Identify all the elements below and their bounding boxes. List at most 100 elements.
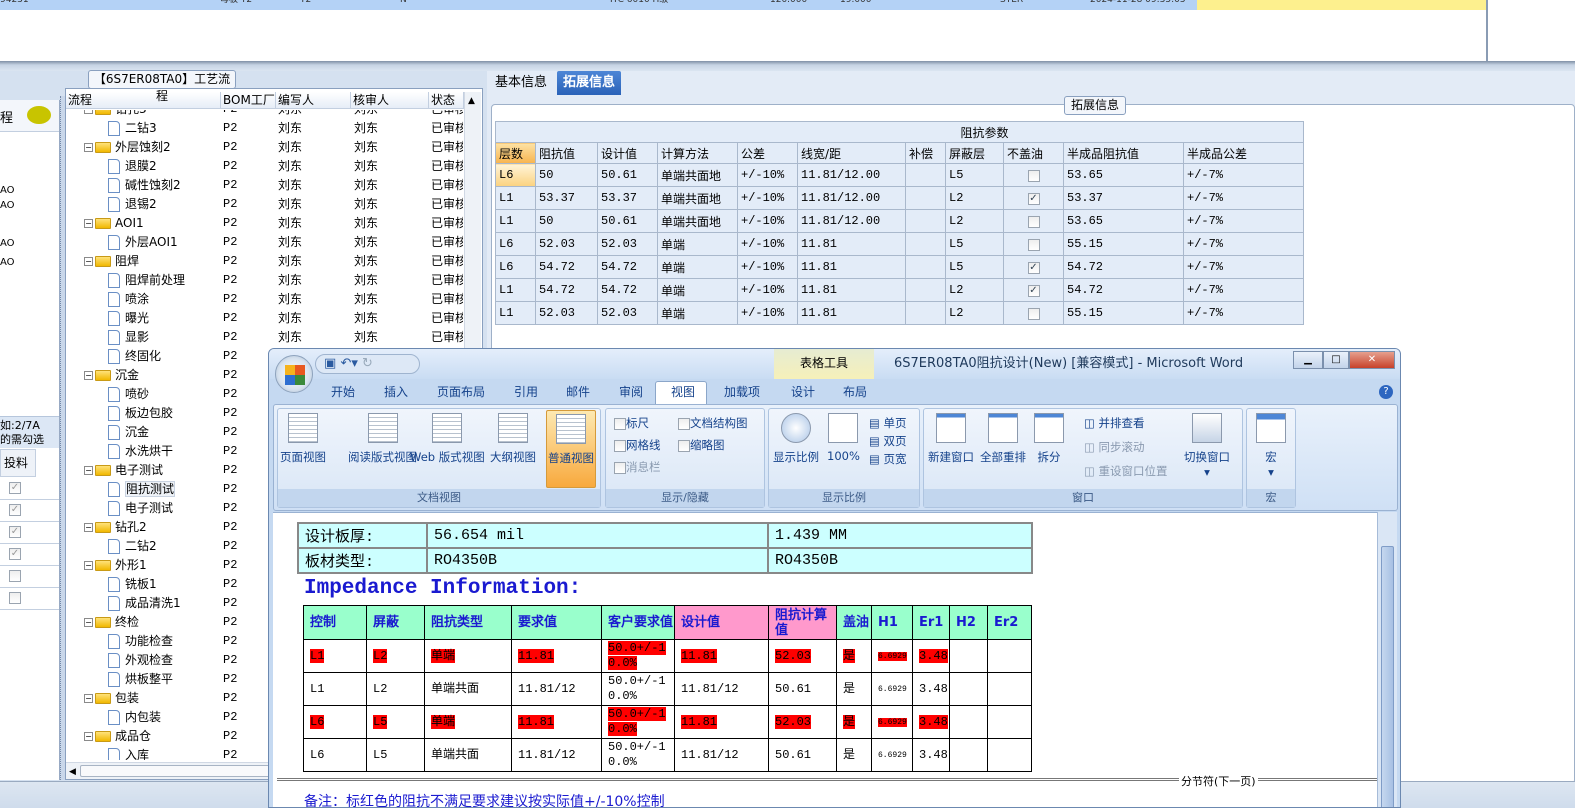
- no-soldermask-checkbox[interactable]: ✓: [1027, 261, 1040, 274]
- no-soldermask-checkbox[interactable]: ✓: [1027, 284, 1040, 297]
- tree-node[interactable]: 烘板整平: [108, 670, 248, 689]
- tree-node[interactable]: 曝光: [108, 309, 248, 328]
- view-button[interactable]: 阅读版式视图: [348, 413, 417, 465]
- table-cell[interactable]: ✓: [1003, 278, 1064, 302]
- tree-row[interactable]: − 成品仓 P2: [66, 727, 466, 746]
- checkbox[interactable]: [678, 439, 690, 452]
- tree-row[interactable]: 阻抗测试 P2: [66, 480, 466, 499]
- help-icon[interactable]: ?: [1379, 385, 1393, 399]
- tree-row[interactable]: 沉金 P2: [66, 423, 466, 442]
- column-header[interactable]: 不盖油: [1003, 142, 1064, 164]
- tree-node[interactable]: 阻抗测试: [108, 480, 248, 499]
- tree-row[interactable]: 二钻2 P2: [66, 537, 466, 556]
- tree-node[interactable]: 终固化: [108, 347, 248, 366]
- checkbox[interactable]: [614, 417, 626, 430]
- tree-node[interactable]: 铣板1: [108, 575, 248, 594]
- left-list-item[interactable]: AO: [0, 185, 15, 196]
- column-header[interactable]: 状态: [429, 92, 464, 109]
- undo-icon[interactable]: ↶▾: [340, 356, 358, 371]
- collapse-icon[interactable]: −: [84, 523, 93, 532]
- feed-checkbox[interactable]: [9, 592, 21, 604]
- tree-node[interactable]: 内包装: [108, 708, 248, 727]
- close-button[interactable]: ✕: [1349, 351, 1395, 369]
- tree-node[interactable]: − 电子测试: [84, 461, 224, 480]
- tree-row[interactable]: − AOI1 P2 刘东 刘东 已审核: [66, 214, 466, 233]
- column-header[interactable]: 公差: [737, 142, 798, 164]
- table-cell[interactable]: ✓: [1003, 255, 1064, 279]
- column-header[interactable]: 编写人: [276, 92, 351, 109]
- one-page-button[interactable]: ▤ 单页: [869, 416, 907, 430]
- tree-row[interactable]: − 钻孔2 P2: [66, 518, 466, 537]
- tree-node[interactable]: − 阻焊: [84, 252, 224, 271]
- tree-node[interactable]: 功能检查: [108, 632, 248, 651]
- view-button[interactable]: 页面视图: [280, 413, 326, 465]
- tree-node[interactable]: 水洗烘干: [108, 442, 248, 461]
- no-soldermask-checkbox[interactable]: [1027, 215, 1040, 228]
- column-header[interactable]: 计算方法: [657, 142, 738, 164]
- tree-row[interactable]: 喷涂 P2 刘东 刘东 已审核: [66, 290, 466, 309]
- tree-row[interactable]: 阻焊前处理 P2 刘东 刘东 已审核: [66, 271, 466, 290]
- side-by-side-button[interactable]: ◫ 并排查看: [1084, 416, 1145, 430]
- collapse-icon[interactable]: −: [84, 732, 93, 741]
- horizontal-splitter[interactable]: [0, 61, 1575, 71]
- tree-node[interactable]: 碱性蚀刻2: [108, 176, 248, 195]
- column-header[interactable]: BOM工厂: [221, 92, 276, 109]
- tab-extended-info[interactable]: 拓展信息: [557, 71, 622, 95]
- no-soldermask-checkbox[interactable]: [1027, 238, 1040, 251]
- left-list-item[interactable]: AO: [0, 200, 15, 211]
- tree-row[interactable]: 入库 P2: [66, 746, 466, 760]
- tree-row[interactable]: 外观检查 P2: [66, 651, 466, 670]
- view-button[interactable]: Web 版式视图: [410, 413, 485, 465]
- table-row[interactable]: L1 54.72 54.72 单端 +/-10% 11.81 L2 ✓ 54.72 +/-7%: [495, 278, 1304, 302]
- switch-window-button[interactable]: 切换窗口 ▾: [1184, 413, 1230, 479]
- tab-basic-info[interactable]: 基本信息: [495, 75, 548, 90]
- tree-row[interactable]: − 外形1 P2: [66, 556, 466, 575]
- macro-button[interactable]: 宏 ▾: [1256, 413, 1286, 479]
- two-pages-button[interactable]: ▤ 双页: [869, 434, 907, 448]
- table-row[interactable]: L1 50 50.61 单端共面地 +/-10% 11.81/12.00 L2 53.65 +/…: [495, 209, 1304, 233]
- reset-position-button[interactable]: ◫ 重设窗口位置: [1084, 464, 1168, 478]
- tree-row[interactable]: − 终检 P2: [66, 613, 466, 632]
- ribbon-tab[interactable]: 插入: [384, 385, 409, 399]
- tree-row[interactable]: − 沉金 P2: [66, 366, 466, 385]
- save-icon[interactable]: ▣: [324, 356, 337, 371]
- tree-row[interactable]: − 电子测试 P2: [66, 461, 466, 480]
- ribbon-tab[interactable]: 视图: [671, 385, 696, 399]
- column-header-feed[interactable]: 投料: [0, 449, 36, 477]
- table-cell[interactable]: [1003, 232, 1064, 256]
- tree-row[interactable]: 烘板整平 P2: [66, 670, 466, 689]
- checkbox[interactable]: [678, 417, 690, 430]
- office-button[interactable]: [275, 355, 313, 393]
- ribbon-tab[interactable]: 布局: [843, 385, 868, 399]
- sync-scroll-button[interactable]: ◫ 同步滚动: [1084, 440, 1145, 454]
- tree-row[interactable]: 退膜2 P2 刘东 刘东 已审核: [66, 157, 466, 176]
- maximize-button[interactable]: □: [1323, 351, 1349, 369]
- ribbon-tab[interactable]: 页面布局: [437, 385, 486, 399]
- tree-row[interactable]: − 外层蚀刻2 P2 刘东 刘东 已审核: [66, 138, 466, 157]
- tree-node[interactable]: 二钻3: [108, 119, 248, 138]
- table-row[interactable]: L1 52.03 52.03 单端 +/-10% 11.81 L2 55.15 +/-7%: [495, 301, 1304, 325]
- tree-node[interactable]: 成品清洗1: [108, 594, 248, 613]
- arrange-all-button[interactable]: 全部重排: [980, 413, 1026, 465]
- column-header[interactable]: 线宽/距: [797, 142, 906, 164]
- collapse-icon[interactable]: −: [84, 219, 93, 228]
- column-header[interactable]: 补偿: [905, 142, 946, 164]
- tree-node[interactable]: 电子测试: [108, 499, 248, 518]
- collapse-icon[interactable]: −: [84, 466, 93, 475]
- feed-checkbox[interactable]: ✓: [9, 504, 21, 516]
- document-area[interactable]: 设计板厚: 56.654 mil 1.439 MM 板材类型: RO4350B RO435…: [273, 512, 1378, 807]
- table-row[interactable]: L6 50 50.61 单端共面地 +/-10% 11.81/12.00 L5 53.65 +/…: [495, 163, 1304, 187]
- tree-node[interactable]: 阻焊前处理: [108, 271, 248, 290]
- tree-row[interactable]: 终固化 P2: [66, 347, 466, 366]
- document-scrollbar[interactable]: [1377, 512, 1397, 807]
- collapse-icon[interactable]: −: [84, 110, 93, 114]
- tree-node[interactable]: − 终检: [84, 613, 224, 632]
- tree-row[interactable]: − 包装 P2: [66, 689, 466, 708]
- tree-row[interactable]: 二钻3 P2 刘东 刘东 已审核: [66, 119, 466, 138]
- collapse-icon[interactable]: −: [84, 618, 93, 627]
- show-checkbox[interactable]: 缩略图: [678, 437, 725, 453]
- collapse-icon[interactable]: −: [84, 371, 93, 380]
- collapse-icon[interactable]: −: [84, 561, 93, 570]
- tree-node[interactable]: 外层AOI1: [108, 233, 248, 252]
- left-list-item[interactable]: AO: [0, 238, 15, 249]
